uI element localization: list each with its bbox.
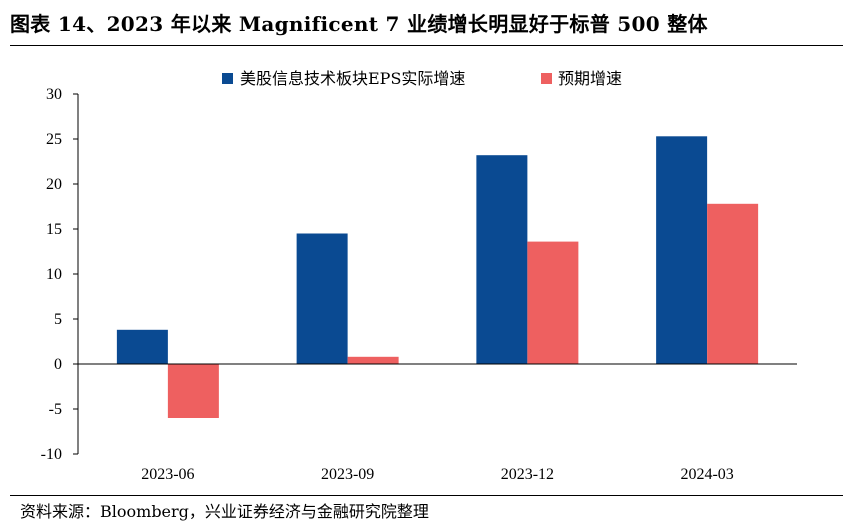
y-tick-label: 5 [54,311,62,328]
bottom-rule [10,495,843,496]
bar-2024-03-series-1 [656,136,708,364]
x-axis: 2023-06 2023-09 2023-12 2024-03 [78,363,797,483]
legend-swatch-2 [541,73,552,84]
x-tick-label: 2023-06 [141,466,194,483]
y-tick-label: -10 [41,446,62,463]
bar-2023-09-series-1 [296,233,348,364]
y-tick-label: 15 [46,221,62,238]
bar-2023-06-series-2 [167,364,219,418]
top-rule [10,45,843,46]
y-tick-label: 10 [46,266,62,283]
bar-2023-12-series-2 [527,241,579,364]
y-tick-label: -5 [49,401,62,418]
x-tick-label: 2023-09 [321,466,374,483]
bar-chart: 美股信息技术板块EPS实际增速 预期增速 30 25 20 15 10 5 0 -5 -10 20… [41,69,797,483]
bar-2023-12-series-1 [476,155,528,364]
bars [116,136,759,418]
x-tick-label: 2024-03 [680,466,733,483]
bar-2023-09-series-2 [347,356,399,364]
legend: 美股信息技术板块EPS实际增速 预期增速 [222,69,622,88]
bar-2023-06-series-1 [116,329,168,364]
y-tick-label: 0 [54,356,62,373]
y-tick-label: 25 [46,131,62,148]
y-axis: 30 25 20 15 10 5 0 -5 -10 [41,86,79,463]
legend-swatch-1 [222,73,233,84]
y-tick-label: 30 [46,86,62,103]
legend-label-1: 美股信息技术板块EPS实际增速 [240,69,465,88]
legend-label-2: 预期增速 [558,69,622,88]
x-tick-label: 2023-12 [501,466,554,483]
source-note: 资料来源：Bloomberg，兴业证券经济与金融研究院整理 [20,502,429,521]
y-tick-label: 20 [46,176,62,193]
figure-title: 图表 14、2023 年以来 Magnificent 7 业绩增长明显好于标普 … [10,12,708,36]
bar-2024-03-series-2 [707,203,759,364]
